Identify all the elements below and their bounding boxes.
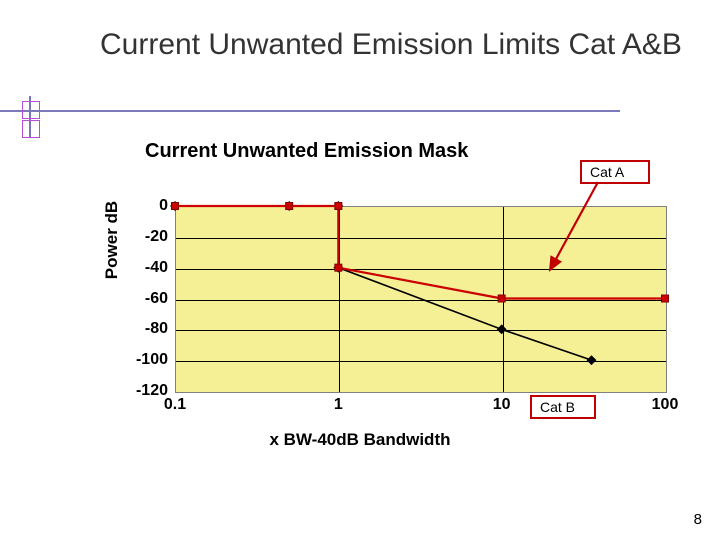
xtick-label: 10 <box>493 396 511 414</box>
ytick-label: -40 <box>145 259 168 277</box>
legend-cat-a-box: Cat A <box>580 160 650 184</box>
chart-y-axis-label: Power dB <box>102 180 122 300</box>
ytick-label: -80 <box>145 320 168 338</box>
page-number: 8 <box>694 511 702 528</box>
slide-title: Current Unwanted Emission Limits Cat A&B <box>100 28 682 62</box>
series-cat-b-line <box>175 206 592 360</box>
chart-series-layer <box>175 206 665 391</box>
ytick-label: -60 <box>145 290 168 308</box>
ytick-label: -100 <box>136 351 168 369</box>
xtick-label: 100 <box>652 396 679 414</box>
bullet-box-icon <box>22 120 40 138</box>
xtick-label: 1 <box>334 396 343 414</box>
chart-x-axis-label: x BW-40dB Bandwidth <box>0 430 720 450</box>
ytick-label: 0 <box>159 197 168 215</box>
series-cat-a-markers <box>172 203 669 303</box>
legend-cat-b-box: Cat B <box>530 395 596 419</box>
ytick-label: -20 <box>145 228 168 246</box>
bullet-box-icon <box>22 101 40 119</box>
series-cat-a-line <box>175 206 665 299</box>
title-underline <box>0 110 620 112</box>
chart-title: Current Unwanted Emission Mask <box>145 140 468 163</box>
xtick-label: 0.1 <box>164 396 186 414</box>
